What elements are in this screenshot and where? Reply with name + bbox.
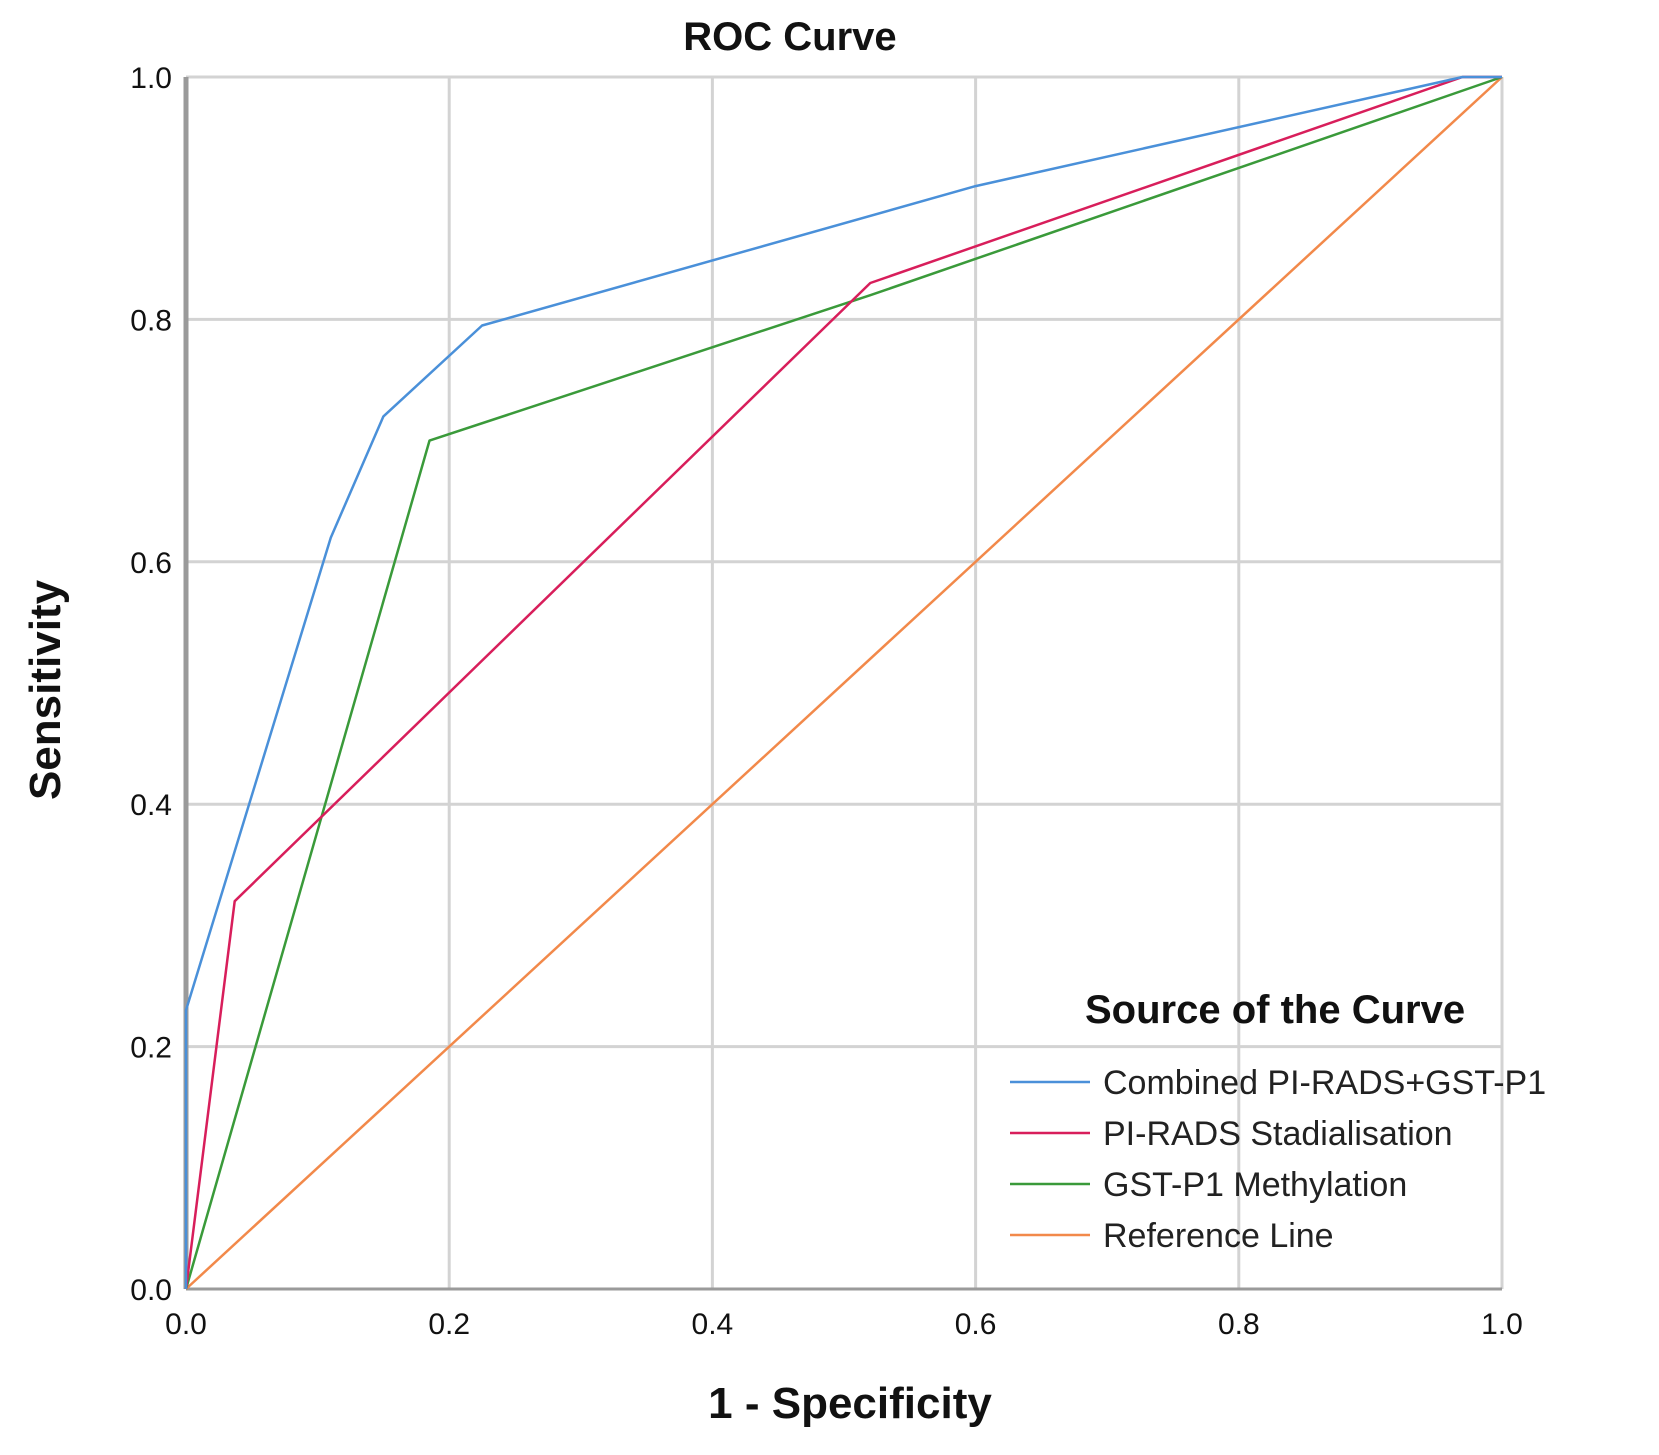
legend-label-pi-rads-stadialisation: PI-RADS Stadialisation [1103, 1115, 1453, 1153]
y-axis-title: Sensitivity [21, 579, 70, 800]
x-tick-label-1: 0.2 [428, 1308, 470, 1341]
legend-label-reference-line: Reference Line [1103, 1217, 1334, 1255]
x-tick-label-5: 1.0 [1481, 1308, 1523, 1341]
y-tick-label-2: 0.4 [130, 789, 172, 822]
legend-items: Combined PI-RADS+GST-P1 PI-RADS Stadialis… [1010, 1064, 1546, 1255]
legend: Source of the Curve Combined PI-RADS+GST… [1010, 988, 1546, 1255]
grid [186, 75, 1504, 1289]
y-tick-label-5: 1.0 [130, 62, 172, 95]
chart-title: ROC Curve [683, 15, 896, 59]
legend-title: Source of the Curve [1085, 988, 1465, 1032]
x-tick-label-2: 0.4 [692, 1308, 734, 1341]
y-tick-label-3: 0.6 [130, 547, 172, 580]
tick-labels: 0.0 0.2 0.4 0.6 0.8 1.0 0.0 0.2 0.4 0.6 0.8 1.0 [130, 62, 1523, 1341]
series-line-gst-p1-methylation [184, 75, 1503, 1290]
x-tick-label-4: 0.8 [1218, 1308, 1260, 1341]
series-line-reference-line [185, 76, 1503, 1290]
y-tick-label-1: 0.2 [130, 1032, 172, 1065]
series-line-combined-pi-rads-gst-p1 [184, 75, 1502, 1289]
x-tick-label-0: 0.0 [165, 1308, 207, 1341]
series-lines [184, 75, 1503, 1290]
legend-label-combined-pi-rads-gst-p1: Combined PI-RADS+GST-P1 [1103, 1064, 1546, 1102]
y-tick-label-4: 0.8 [130, 304, 172, 337]
legend-label-gst-p1-methylation: GST-P1 Methylation [1103, 1166, 1407, 1204]
x-axis-title: 1 - Specificity [708, 1379, 992, 1428]
x-tick-label-3: 0.6 [955, 1308, 997, 1341]
y-tick-label-0: 0.0 [130, 1274, 172, 1307]
